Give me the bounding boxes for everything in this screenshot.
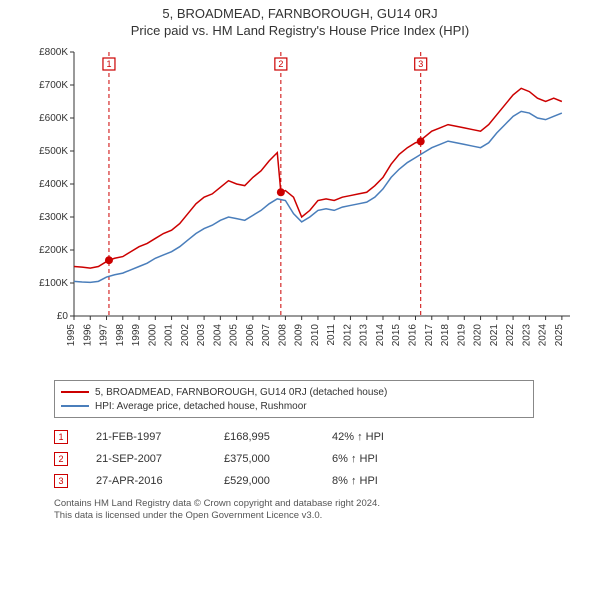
svg-text:2023: 2023 xyxy=(521,324,532,347)
svg-text:2002: 2002 xyxy=(180,324,191,347)
svg-text:1: 1 xyxy=(106,59,111,69)
svg-text:2001: 2001 xyxy=(164,324,175,347)
svg-text:2014: 2014 xyxy=(375,324,386,347)
svg-text:£600K: £600K xyxy=(39,113,68,124)
event-table: 1 21-FEB-1997 £168,995 42% ↑ HPI 2 21-SE… xyxy=(54,426,580,492)
svg-text:2025: 2025 xyxy=(554,324,565,347)
svg-text:2020: 2020 xyxy=(473,324,484,347)
svg-text:2007: 2007 xyxy=(261,324,272,347)
title-subtitle: Price paid vs. HM Land Registry's House … xyxy=(0,23,600,38)
event-date: 21-FEB-1997 xyxy=(96,431,196,443)
svg-text:1998: 1998 xyxy=(115,324,126,347)
legend-label: 5, BROADMEAD, FARNBOROUGH, GU14 0RJ (det… xyxy=(95,387,387,398)
svg-text:2006: 2006 xyxy=(245,324,256,347)
svg-text:2019: 2019 xyxy=(456,324,467,347)
svg-text:2013: 2013 xyxy=(359,324,370,347)
price-chart: £0 £100K £200K £300K £400K £500K £600K £700K £80… xyxy=(20,46,580,376)
svg-text:£100K: £100K xyxy=(39,278,68,289)
legend: 5, BROADMEAD, FARNBOROUGH, GU14 0RJ (det… xyxy=(54,380,534,418)
svg-text:2003: 2003 xyxy=(196,324,207,347)
title-block: 5, BROADMEAD, FARNBOROUGH, GU14 0RJ Pric… xyxy=(0,0,600,40)
event-row: 1 21-FEB-1997 £168,995 42% ↑ HPI xyxy=(54,426,580,448)
svg-text:£800K: £800K xyxy=(39,47,68,58)
svg-text:2016: 2016 xyxy=(408,324,419,347)
title-address: 5, BROADMEAD, FARNBOROUGH, GU14 0RJ xyxy=(0,6,600,21)
svg-text:3: 3 xyxy=(418,59,423,69)
event-date: 27-APR-2016 xyxy=(96,475,196,487)
svg-text:2022: 2022 xyxy=(505,324,516,347)
event-date: 21-SEP-2007 xyxy=(96,453,196,465)
event-pct: 6% ↑ HPI xyxy=(332,453,422,465)
event-price: £168,995 xyxy=(224,431,304,443)
svg-text:1997: 1997 xyxy=(99,324,110,347)
event-price: £529,000 xyxy=(224,475,304,487)
svg-text:£400K: £400K xyxy=(39,179,68,190)
svg-text:£0: £0 xyxy=(57,311,69,322)
svg-text:£300K: £300K xyxy=(39,212,68,223)
svg-text:1995: 1995 xyxy=(66,324,77,347)
svg-text:2008: 2008 xyxy=(277,324,288,347)
svg-text:1999: 1999 xyxy=(131,324,142,347)
attribution: Contains HM Land Registry data © Crown c… xyxy=(54,498,580,523)
svg-text:2: 2 xyxy=(278,59,283,69)
event-price: £375,000 xyxy=(224,453,304,465)
chart-svg: £0 £100K £200K £300K £400K £500K £600K £700K £80… xyxy=(20,46,580,376)
legend-swatch xyxy=(61,391,89,393)
svg-text:2015: 2015 xyxy=(391,324,402,347)
svg-text:2005: 2005 xyxy=(229,324,240,347)
svg-text:2012: 2012 xyxy=(342,324,353,347)
event-pct: 42% ↑ HPI xyxy=(332,431,422,443)
svg-text:£700K: £700K xyxy=(39,80,68,91)
svg-text:2000: 2000 xyxy=(147,324,158,347)
svg-text:2017: 2017 xyxy=(424,324,435,347)
svg-text:1996: 1996 xyxy=(82,324,93,347)
attribution-line: Contains HM Land Registry data © Crown c… xyxy=(54,498,580,510)
event-pct: 8% ↑ HPI xyxy=(332,475,422,487)
legend-row-hpi: HPI: Average price, detached house, Rush… xyxy=(61,399,527,413)
svg-text:2010: 2010 xyxy=(310,324,321,347)
svg-text:2024: 2024 xyxy=(538,324,549,347)
attribution-line: This data is licensed under the Open Gov… xyxy=(54,510,580,522)
svg-text:2004: 2004 xyxy=(212,324,223,347)
event-marker-box: 2 xyxy=(54,452,68,466)
legend-row-property: 5, BROADMEAD, FARNBOROUGH, GU14 0RJ (det… xyxy=(61,385,527,399)
legend-label: HPI: Average price, detached house, Rush… xyxy=(95,401,307,412)
event-row: 2 21-SEP-2007 £375,000 6% ↑ HPI xyxy=(54,448,580,470)
svg-text:2009: 2009 xyxy=(294,324,305,347)
svg-text:2011: 2011 xyxy=(326,324,337,346)
event-marker-box: 1 xyxy=(54,430,68,444)
svg-text:2021: 2021 xyxy=(489,324,500,347)
svg-text:£500K: £500K xyxy=(39,146,68,157)
legend-swatch xyxy=(61,405,89,407)
svg-text:£200K: £200K xyxy=(39,245,68,256)
svg-text:2018: 2018 xyxy=(440,324,451,347)
event-marker-box: 3 xyxy=(54,474,68,488)
event-row: 3 27-APR-2016 £529,000 8% ↑ HPI xyxy=(54,470,580,492)
